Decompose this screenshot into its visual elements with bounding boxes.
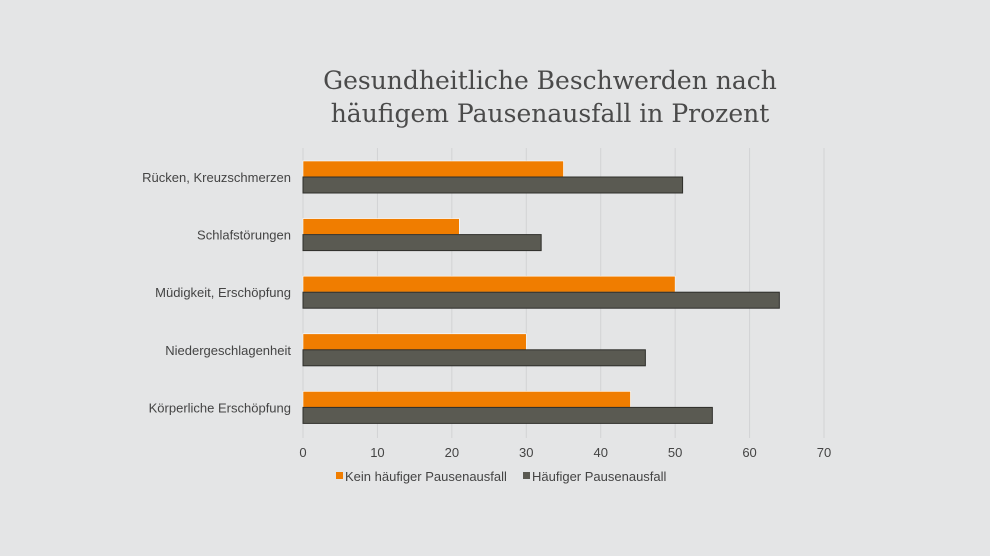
bar-kein-haeufiger <box>302 333 527 351</box>
bar-haeufiger <box>302 349 646 367</box>
bar-kein-haeufiger <box>302 160 564 178</box>
bar-haeufiger <box>302 406 713 424</box>
x-tick-label: 50 <box>668 445 682 460</box>
x-tick-label: 20 <box>445 445 459 460</box>
category-label: Körperliche Erschöpfung <box>149 400 291 415</box>
x-tick-label: 30 <box>519 445 533 460</box>
x-tick-label: 10 <box>370 445 384 460</box>
bar-haeufiger <box>302 176 684 194</box>
legend-swatch <box>523 472 530 479</box>
category-label: Müdigkeit, Erschöpfung <box>155 285 291 300</box>
legend-label: Kein häufiger Pausenausfall <box>345 469 507 484</box>
x-tick-label: 60 <box>742 445 756 460</box>
x-tick-label: 0 <box>299 445 306 460</box>
chart-title-line-1: Gesundheitliche Beschwerden nach <box>323 66 777 95</box>
category-label: Rücken, Kreuzschmerzen <box>142 170 291 185</box>
bar-kein-haeufiger <box>302 391 631 408</box>
x-tick-label: 40 <box>593 445 607 460</box>
bar-haeufiger <box>302 291 780 309</box>
x-tick-label: 70 <box>817 445 831 460</box>
bar-haeufiger <box>302 234 542 252</box>
legend-label: Häufiger Pausenausfall <box>532 469 667 484</box>
category-label: Niedergeschlagenheit <box>165 343 291 358</box>
chart-title-line-2: häufigem Pausenausfall in Prozent <box>331 99 770 128</box>
category-label: Schlafstörungen <box>197 228 291 243</box>
bar-kein-haeufiger <box>302 218 460 235</box>
legend-swatch <box>336 472 343 479</box>
bar-kein-haeufiger <box>302 275 676 293</box>
